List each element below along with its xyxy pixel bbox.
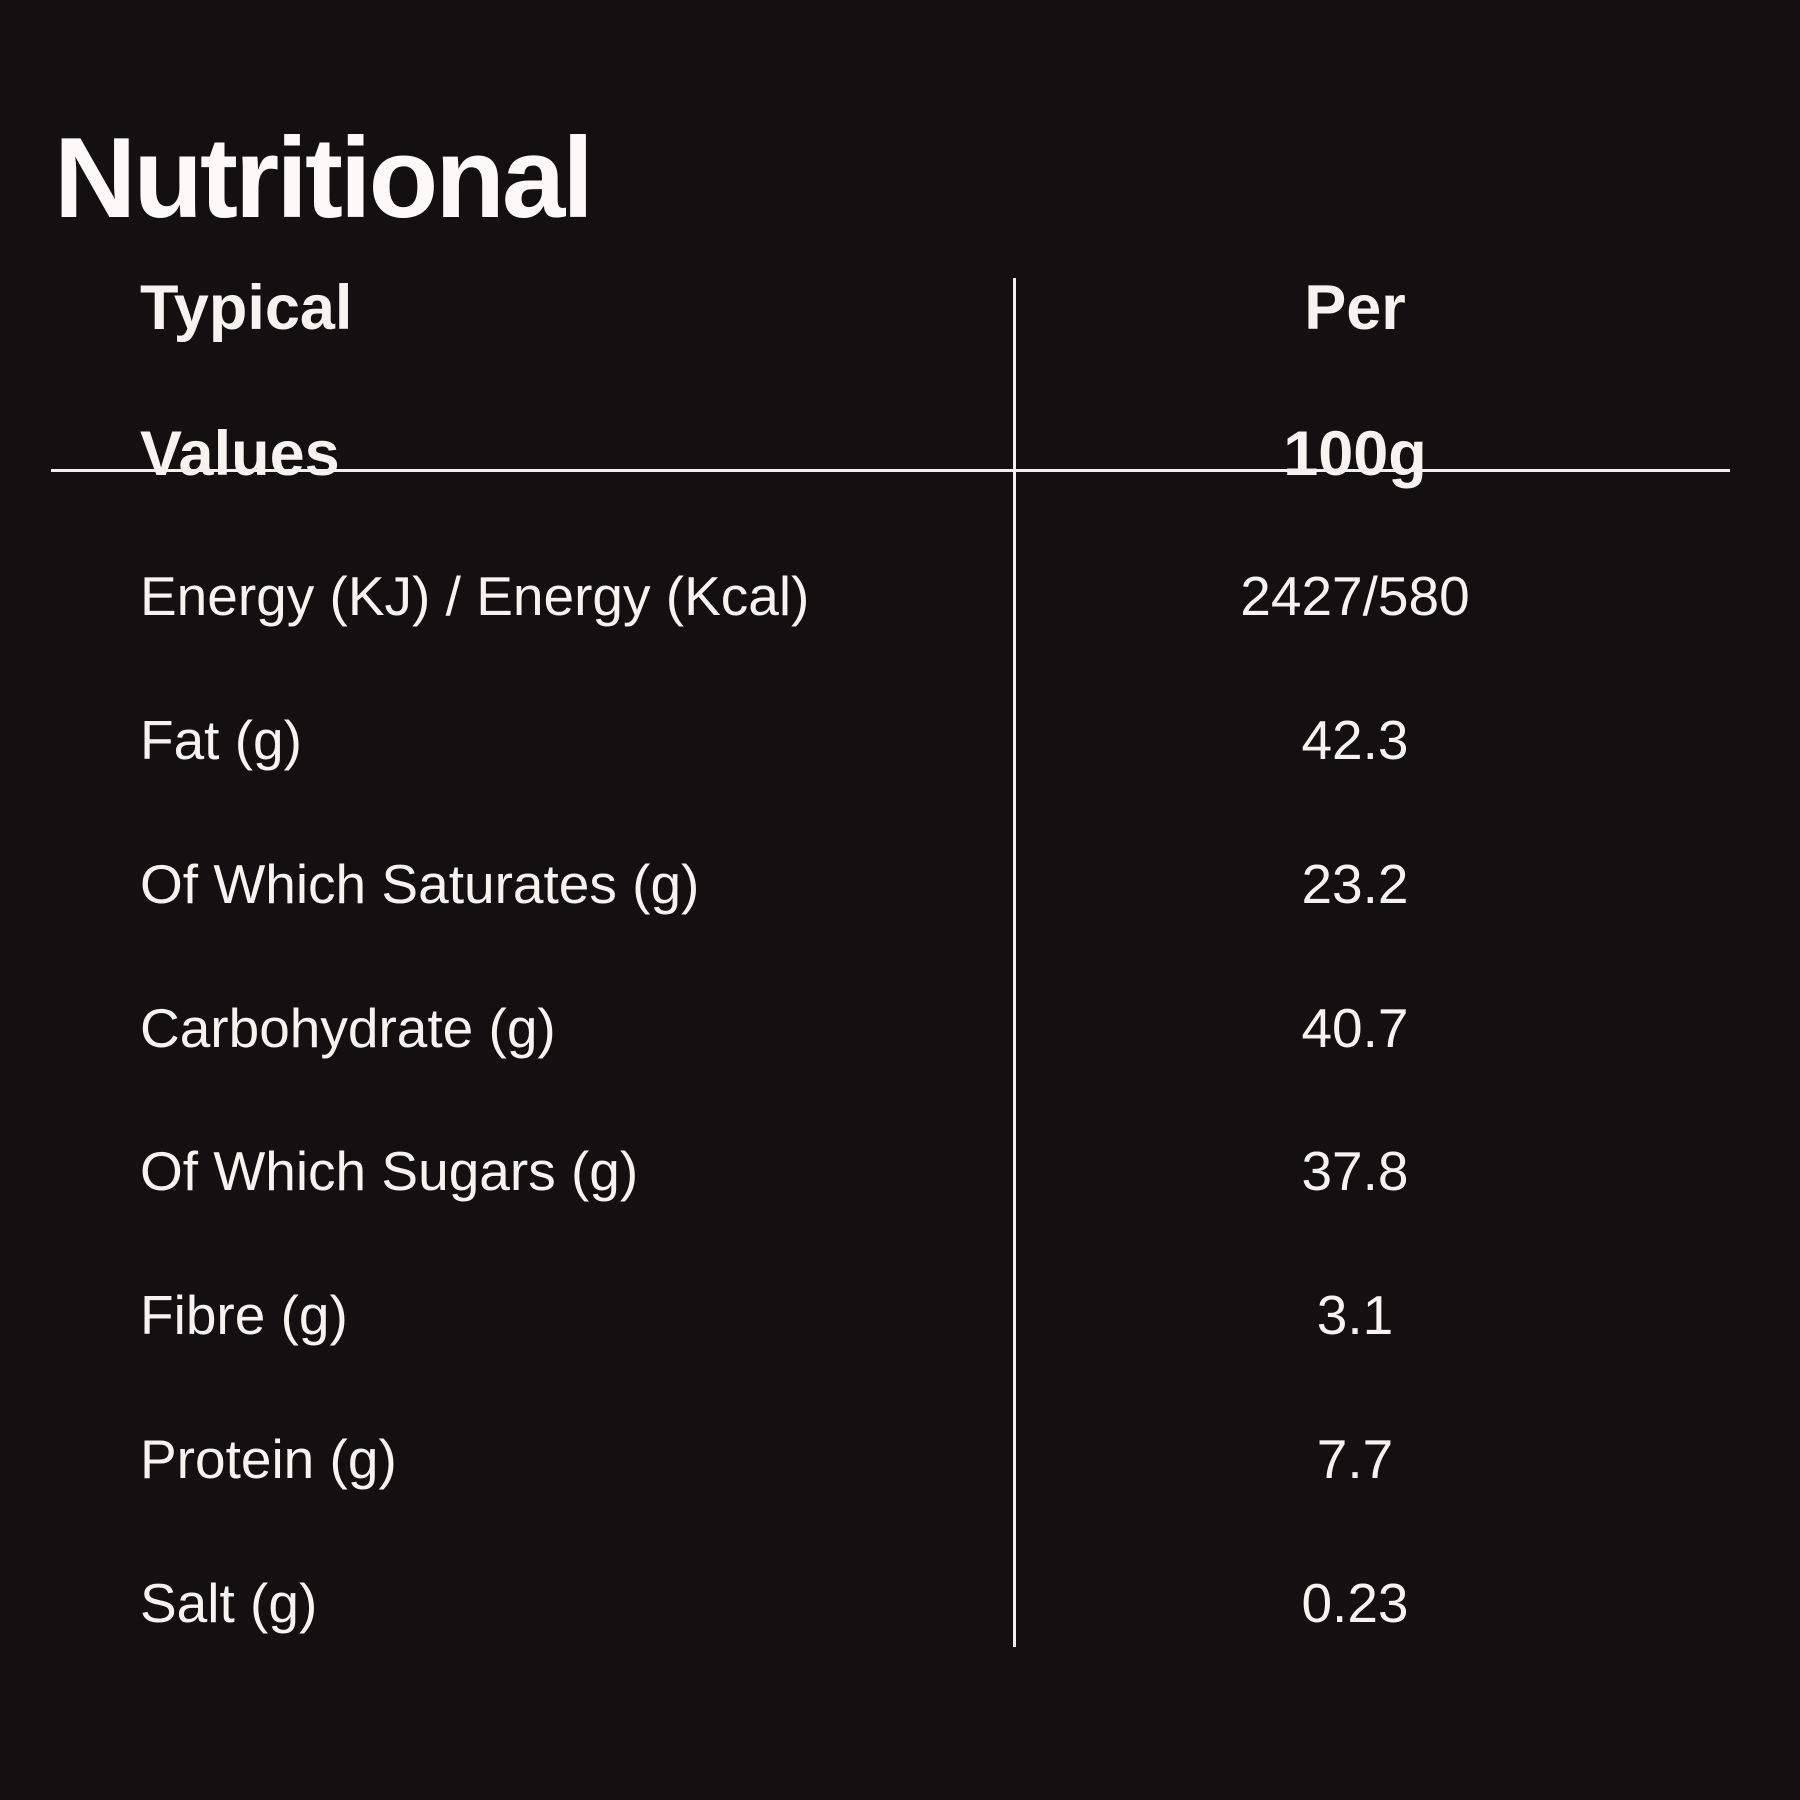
row-value: 2427/580 bbox=[1240, 565, 1470, 627]
per-100g-line2: 100g bbox=[1283, 419, 1427, 489]
typical-values-line2: Values bbox=[140, 419, 340, 489]
row-label: Of Which Saturates (g) bbox=[140, 853, 700, 915]
table-row: Of Which Saturates (g) 23.2 bbox=[0, 857, 1800, 915]
row-label: Energy (KJ) / Energy (Kcal) bbox=[140, 565, 810, 627]
table-row: Salt (g) 0.23 bbox=[0, 1576, 1800, 1634]
table-row: Energy (KJ) / Energy (Kcal) 2427/580 bbox=[0, 569, 1800, 627]
column-header-per-100g: Per 100g bbox=[1015, 272, 1695, 491]
row-label: Fat (g) bbox=[140, 709, 302, 771]
row-label: Protein (g) bbox=[140, 1428, 397, 1490]
row-value: 7.7 bbox=[1316, 1428, 1394, 1490]
row-label: Of Which Sugars (g) bbox=[140, 1140, 639, 1202]
table-row: Protein (g) 7.7 bbox=[0, 1432, 1800, 1490]
row-value: 0.23 bbox=[1301, 1572, 1409, 1634]
header-divider-line bbox=[51, 469, 1730, 472]
table-row: Fat (g) 42.3 bbox=[0, 713, 1800, 771]
column-header-typical-values: Typical Values bbox=[140, 272, 352, 491]
table-row: Of Which Sugars (g) 37.8 bbox=[0, 1144, 1800, 1202]
table-row: Carbohydrate (g) 40.7 bbox=[0, 1001, 1800, 1059]
row-label: Salt (g) bbox=[140, 1572, 318, 1634]
row-label: Carbohydrate (g) bbox=[140, 997, 556, 1059]
row-value: 40.7 bbox=[1301, 997, 1409, 1059]
row-value: 42.3 bbox=[1301, 709, 1409, 771]
row-label: Fibre (g) bbox=[140, 1284, 348, 1346]
typical-values-line1: Typical bbox=[140, 273, 353, 343]
table-row: Fibre (g) 3.1 bbox=[0, 1288, 1800, 1346]
row-value: 3.1 bbox=[1316, 1284, 1394, 1346]
per-100g-line1: Per bbox=[1304, 273, 1406, 343]
row-value: 23.2 bbox=[1301, 853, 1409, 915]
row-value: 37.8 bbox=[1301, 1140, 1409, 1202]
page-title: Nutritional bbox=[54, 115, 594, 243]
column-divider-line bbox=[1013, 278, 1016, 1647]
